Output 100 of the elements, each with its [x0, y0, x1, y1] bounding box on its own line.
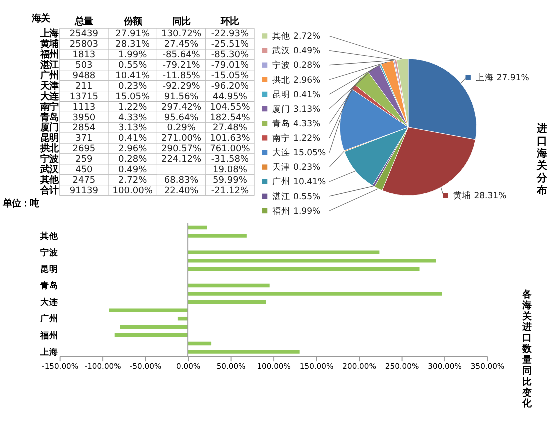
y-tick-label: 青岛 — [39, 280, 58, 292]
text: 104.55% — [210, 102, 250, 113]
legend-label: 大连 — [272, 148, 291, 159]
text: -15.05% — [211, 71, 250, 82]
text: 13715 — [70, 92, 99, 102]
x-tick-label: 300.00% — [428, 362, 462, 372]
text: -96.20% — [211, 82, 250, 92]
data-label: 0.55% — [294, 192, 321, 202]
category-label: 黄埔 — [40, 39, 58, 50]
category-label: 合计 — [40, 185, 58, 196]
text: -25.51% — [211, 40, 250, 50]
x-tick-label: 150.00% — [300, 362, 334, 372]
text: -31.58% — [211, 155, 250, 166]
y-tick-label: 广州 — [39, 314, 58, 325]
data-label: 10.41% — [294, 178, 326, 188]
text: -85.30% — [211, 50, 250, 61]
text: 27.48% — [213, 124, 248, 134]
text: 182.54% — [210, 113, 250, 124]
category-label: 份额 — [122, 16, 143, 28]
data-label: 0.49% — [294, 46, 321, 57]
text: 15.05% — [116, 92, 150, 102]
legend-label: 广州 — [272, 176, 291, 188]
legend-label: 拱北 — [272, 74, 291, 86]
text: -79.21% — [162, 61, 200, 72]
text: 9488 — [72, 71, 96, 82]
text: 68.83% — [164, 176, 199, 186]
text: 224.12% — [161, 155, 202, 166]
text: 2475 — [72, 176, 96, 186]
legend-label: 武汉 — [272, 46, 291, 57]
y-tick-label: 昆明 — [40, 264, 58, 275]
text: 22.40% — [164, 186, 199, 196]
x-tick-label: 100.00% — [257, 362, 291, 372]
text: 0.49% — [118, 166, 148, 176]
text: 27.91% — [116, 30, 150, 40]
text: 0.41% — [118, 134, 148, 144]
text: 297.42% — [161, 102, 202, 113]
chart-title: 各海关进口数量同比变化 — [522, 289, 532, 410]
text: 1813 — [72, 50, 96, 61]
x-tick-label: 250.00% — [385, 362, 420, 372]
text: 44.95% — [213, 92, 248, 102]
legend-label: 南宁 — [272, 133, 291, 144]
data-label: 0.28% — [294, 61, 321, 72]
legend-label: 其他 — [272, 31, 291, 42]
category-label: 环比 — [220, 16, 240, 28]
x-tick-label: -100.00% — [84, 362, 122, 372]
y-tick-label: 福州 — [39, 330, 58, 342]
text: 4.33% — [118, 113, 148, 124]
text: 130.72% — [161, 30, 202, 40]
text: 271.00% — [161, 134, 202, 144]
text: 0.28% — [118, 155, 148, 166]
text: 19.08% — [213, 166, 248, 176]
text: 1.99% — [118, 50, 148, 61]
y-tick-label: 大连 — [40, 297, 60, 308]
data-label: 4.33% — [294, 119, 321, 130]
text: -79.01% — [211, 61, 250, 72]
text: 海关 — [30, 13, 51, 24]
legend-label: 昆明 — [272, 89, 291, 100]
x-tick-label: 350.00% — [470, 362, 505, 372]
text: 3.13% — [118, 124, 148, 134]
x-tick-label: 0.00% — [176, 362, 201, 372]
text: 进口海关分布 — [536, 123, 548, 197]
legend-label: 青岛 — [272, 118, 291, 130]
x-tick-label: 200.00% — [342, 362, 376, 372]
category-label: 武汉 — [40, 164, 58, 176]
text: 27.45% — [164, 40, 199, 50]
text: 2695 — [72, 144, 96, 155]
text: 259 — [76, 155, 93, 166]
text: 290.57% — [161, 144, 202, 155]
text: -21.12% — [211, 186, 250, 196]
data-label: 1.22% — [294, 134, 321, 144]
text: 0.23% — [118, 82, 148, 92]
text: 3950 — [72, 113, 96, 124]
text: 101.63% — [210, 134, 250, 144]
text: 1113 — [72, 102, 96, 113]
text: 95.64% — [164, 113, 199, 124]
category-label: 同比 — [172, 16, 191, 28]
text: -92.29% — [162, 82, 200, 92]
data-label: 27.91% — [496, 73, 530, 84]
data-label: 0.23% — [294, 163, 321, 174]
data-label: 2.96% — [294, 76, 321, 86]
legend-label: 黄埔 — [453, 190, 472, 202]
text: 单位：吨 — [2, 198, 39, 210]
text: 2854 — [72, 124, 96, 134]
y-tick-label: 上海 — [39, 346, 58, 358]
text: -85.64% — [162, 50, 200, 61]
category-label: 总量 — [74, 16, 94, 28]
text: 100.00% — [112, 186, 153, 196]
category-label: 拱北 — [40, 144, 58, 155]
legend-label: 上海 — [476, 72, 494, 84]
legend-label: 天津 — [272, 162, 291, 174]
text: 25803 — [70, 40, 99, 50]
legend-label: 福州 — [272, 206, 291, 217]
text: 91139 — [70, 186, 99, 196]
text: 761.00% — [210, 144, 250, 155]
legend-label: 宁波 — [272, 60, 291, 72]
text: -11.85% — [162, 71, 200, 82]
text: 371 — [76, 134, 93, 144]
text: 28.31% — [116, 40, 150, 50]
data-label: 15.05% — [294, 148, 326, 159]
text: 25439 — [70, 30, 99, 40]
